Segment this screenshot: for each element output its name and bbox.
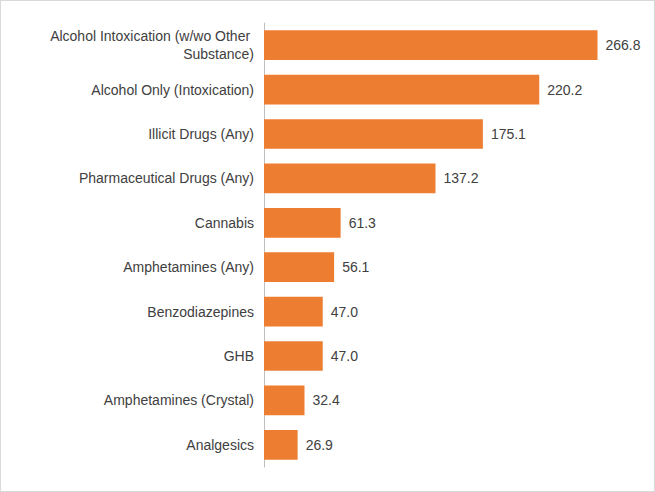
svg-text:47.0: 47.0 <box>331 348 358 364</box>
svg-text:Illicit Drugs (Any): Illicit Drugs (Any) <box>148 126 254 142</box>
svg-text:Pharmaceutical Drugs (Any): Pharmaceutical Drugs (Any) <box>79 170 254 186</box>
svg-text:Alcohol Only (Intoxication): Alcohol Only (Intoxication) <box>91 82 254 98</box>
svg-text:Analgesics: Analgesics <box>186 437 254 453</box>
svg-text:26.9: 26.9 <box>306 437 333 453</box>
svg-text:220.2: 220.2 <box>547 82 582 98</box>
svg-text:175.1: 175.1 <box>491 126 526 142</box>
svg-text:32.4: 32.4 <box>313 392 340 408</box>
svg-text:Substance): Substance) <box>183 46 254 62</box>
svg-text:GHB: GHB <box>224 348 254 364</box>
svg-text:61.3: 61.3 <box>349 215 376 231</box>
svg-text:Amphetamines (Any): Amphetamines (Any) <box>123 259 254 275</box>
svg-text:Alcohol Intoxication (w/wo Oth: Alcohol Intoxication (w/wo Other <box>50 28 254 44</box>
svg-text:Amphetamines (Crystal): Amphetamines (Crystal) <box>104 392 254 408</box>
svg-text:47.0: 47.0 <box>331 304 358 320</box>
svg-text:266.8: 266.8 <box>606 37 641 53</box>
svg-text:Cannabis: Cannabis <box>195 215 254 231</box>
svg-text:56.1: 56.1 <box>342 259 369 275</box>
svg-text:137.2: 137.2 <box>444 170 479 186</box>
svg-text:Benzodiazepines: Benzodiazepines <box>147 304 254 320</box>
